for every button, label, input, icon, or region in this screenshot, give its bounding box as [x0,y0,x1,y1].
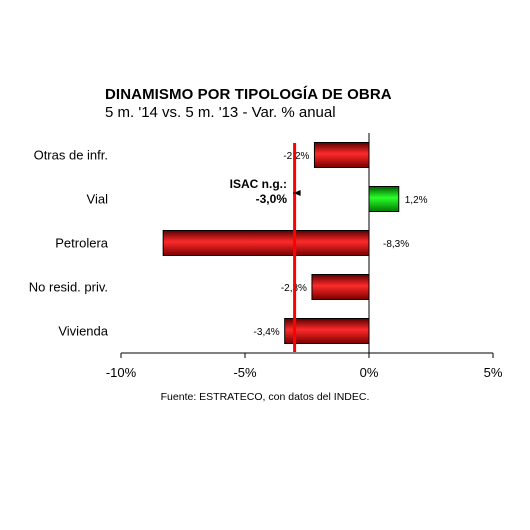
value-label-4: -3,4% [254,327,280,338]
bar-4 [284,318,370,344]
value-label-0: -2,2% [283,151,309,162]
category-label-1: Vial [87,192,109,207]
bar-3 [311,274,370,300]
category-label-3: No resid. priv. [29,280,108,295]
x-tick-label-3: 5% [484,365,503,380]
category-label-0: Otras de infr. [34,148,108,163]
category-label-4: Vivienda [58,324,108,339]
category-label-2: Petrolera [55,236,109,251]
chart-title: DINAMISMO POR TIPOLOGÍA DE OBRA [105,86,392,103]
value-label-2: -8,3% [383,239,409,250]
x-tick-label-0: -10% [106,365,137,380]
x-tick-label-2: 0% [360,365,379,380]
value-label-1: 1,2% [405,195,428,206]
bar-0 [313,142,370,168]
reference-label-line1: ISAC n.g.: [230,177,287,191]
reference-label-line2: -3,0% [256,192,288,206]
source-note: Fuente: ESTRATECO, con datos del INDEC. [160,391,370,403]
bar-2 [162,230,370,256]
reference-arrow-head [293,190,301,196]
x-tick-label-1: -5% [233,365,257,380]
chart-subtitle: 5 m. '14 vs. 5 m. '13 - Var. % anual [105,104,336,121]
bar-1 [368,186,400,212]
